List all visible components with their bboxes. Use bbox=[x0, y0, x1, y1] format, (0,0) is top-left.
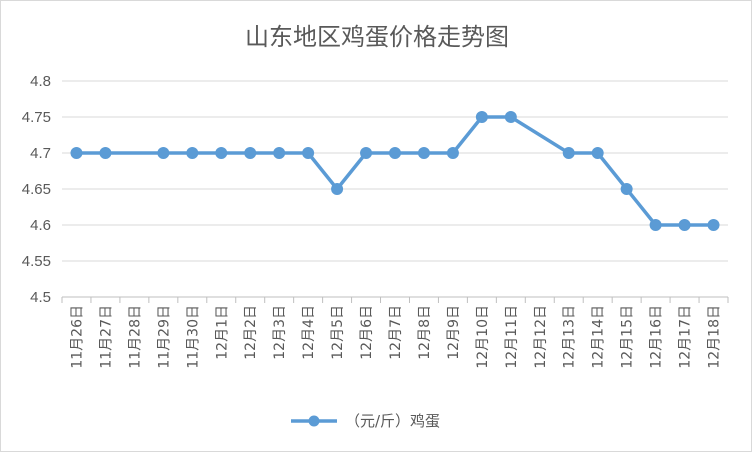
data-point bbox=[331, 183, 344, 195]
data-point bbox=[504, 111, 517, 123]
data-point bbox=[215, 147, 228, 159]
x-tick-label: 12月1日 bbox=[214, 305, 230, 360]
x-tick-label: 12月7日 bbox=[388, 305, 404, 360]
data-point bbox=[273, 147, 286, 159]
data-point bbox=[446, 147, 459, 159]
y-tick-label: 4.55 bbox=[22, 253, 51, 270]
data-point bbox=[649, 219, 662, 231]
data-point bbox=[389, 147, 401, 159]
data-point bbox=[360, 147, 373, 159]
gridlines bbox=[62, 80, 728, 262]
x-tick-label: 11月29日 bbox=[156, 305, 172, 369]
data-point bbox=[157, 147, 170, 159]
data-point bbox=[562, 147, 575, 159]
x-axis bbox=[61, 296, 729, 303]
y-tick-label: 4.8 bbox=[30, 73, 51, 90]
y-axis-ticks: 4.5 4.55 4.6 4.65 4.7 4.75 4.8 bbox=[22, 73, 51, 306]
x-tick-label: 11月28日 bbox=[127, 305, 143, 369]
data-point bbox=[620, 183, 633, 195]
legend-marker-swatch bbox=[308, 415, 320, 427]
data-point bbox=[186, 147, 199, 159]
y-tick-label: 4.7 bbox=[30, 145, 51, 162]
data-point bbox=[99, 147, 112, 159]
x-tick-label: 11月30日 bbox=[185, 305, 201, 369]
data-point bbox=[244, 147, 257, 159]
x-tick-label: 12月9日 bbox=[446, 305, 462, 360]
x-tick-label: 11月26日 bbox=[69, 305, 85, 369]
x-tick-label: 12月18日 bbox=[707, 305, 723, 369]
x-tick-label: 12月2日 bbox=[243, 305, 259, 360]
x-tick-label: 12月5日 bbox=[330, 305, 346, 360]
y-tick-label: 4.75 bbox=[22, 109, 51, 126]
x-tick-label: 12月17日 bbox=[678, 305, 694, 369]
y-tick-label: 4.5 bbox=[30, 289, 51, 306]
series-line bbox=[74, 115, 716, 227]
series-layer bbox=[70, 111, 720, 231]
x-tick-label: 12月13日 bbox=[562, 305, 578, 369]
x-axis-ticks: 11月26日 11月27日 11月28日 11月29日 11月30日 12月1日 12月2日… bbox=[69, 305, 722, 369]
x-tick-label: 12月3日 bbox=[272, 305, 288, 360]
x-tick-label: 12月11日 bbox=[504, 305, 520, 369]
legend-label: （元/斤）鸡蛋 bbox=[345, 412, 440, 430]
data-point bbox=[302, 147, 315, 159]
legend[interactable]: （元/斤）鸡蛋 bbox=[291, 412, 440, 430]
x-tick-label: 12月15日 bbox=[620, 305, 636, 369]
x-tick-label: 12月8日 bbox=[417, 305, 433, 360]
data-point bbox=[475, 111, 488, 123]
x-tick-label: 11月27日 bbox=[98, 305, 114, 369]
y-tick-label: 4.6 bbox=[30, 217, 51, 234]
y-tick-label: 4.65 bbox=[22, 181, 51, 198]
data-point bbox=[707, 219, 720, 231]
data-point bbox=[417, 147, 430, 159]
data-point bbox=[70, 147, 83, 159]
x-tick-label: 12月16日 bbox=[649, 305, 665, 369]
chart-title: 山东地区鸡蛋价格走势图 bbox=[245, 23, 509, 51]
x-tick-label: 12月6日 bbox=[359, 305, 375, 360]
x-tick-label: 12月4日 bbox=[301, 305, 317, 360]
x-tick-label: 12月12日 bbox=[533, 305, 549, 369]
x-tick-label: 12月14日 bbox=[591, 305, 607, 369]
data-point bbox=[678, 219, 691, 231]
x-tick-label: 12月10日 bbox=[475, 305, 491, 369]
data-point bbox=[591, 147, 604, 159]
